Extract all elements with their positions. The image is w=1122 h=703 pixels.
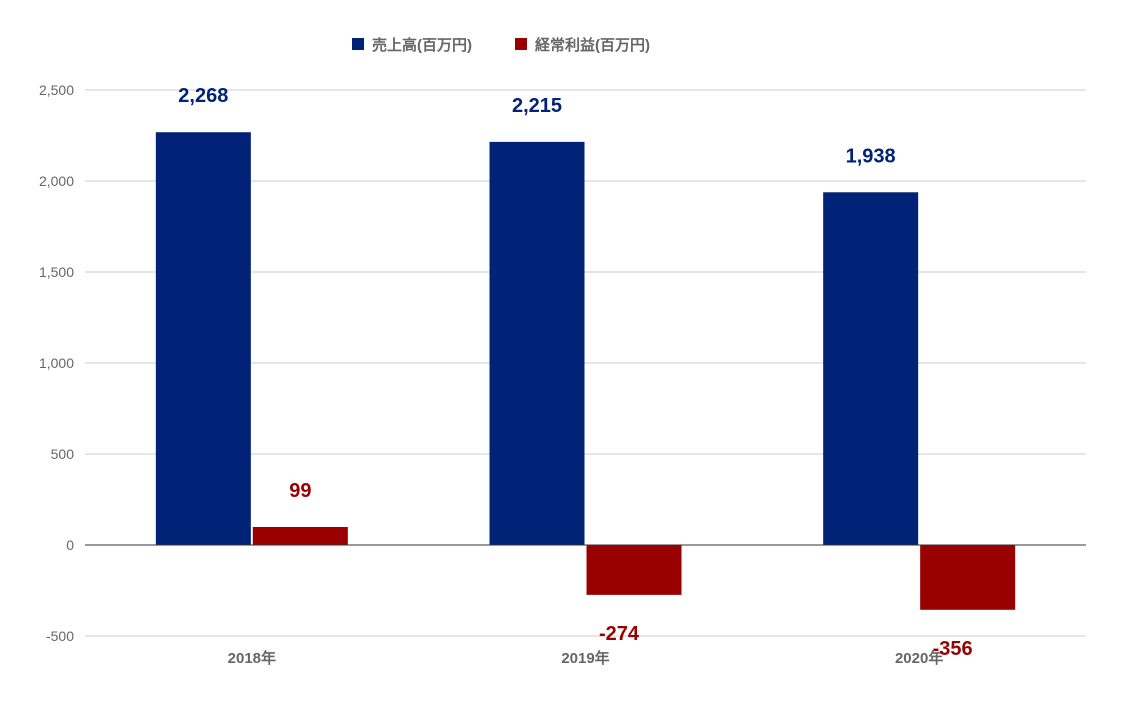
bar [489, 141, 585, 545]
legend: 売上高(百万円) 経常利益(百万円) [352, 36, 650, 54]
legend-swatch-ordinary-profit [515, 38, 527, 50]
y-tick-label: 2,000 [39, 173, 74, 189]
bar [586, 545, 682, 595]
y-tick-label: -500 [46, 628, 74, 644]
legend-swatch-sales [352, 38, 364, 50]
x-tick-label: 2019年 [561, 649, 609, 667]
y-tick-label: 1,000 [39, 355, 74, 371]
x-axis: 2018年 2019年 2020年 [228, 649, 944, 667]
data-label: 1,938 [846, 145, 896, 167]
y-axis: 2,500 2,000 1,500 1,000 500 0 -500 [39, 82, 74, 644]
x-tick-label: 2020年 [895, 649, 943, 667]
bars [155, 132, 1016, 610]
y-tick-label: 2,500 [39, 82, 74, 98]
y-tick-label: 0 [66, 537, 74, 553]
x-tick-label: 2018年 [228, 649, 276, 667]
bar [155, 132, 251, 545]
data-label: -356 [933, 638, 973, 660]
data-label: 99 [289, 480, 311, 502]
legend-label-sales: 売上高(百万円) [372, 36, 472, 54]
gridlines [85, 89, 1086, 637]
data-label: 2,268 [178, 85, 228, 107]
data-label: -274 [599, 623, 640, 645]
y-tick-label: 1,500 [39, 264, 74, 280]
bar [920, 545, 1016, 610]
data-label: 2,215 [512, 95, 562, 117]
y-tick-label: 500 [51, 446, 75, 462]
legend-label-ordinary-profit: 経常利益(百万円) [535, 36, 650, 54]
data-labels: 2,268 99 2,215 -274 1,938 -356 [178, 85, 972, 660]
bar [823, 192, 919, 545]
bar [252, 526, 348, 545]
